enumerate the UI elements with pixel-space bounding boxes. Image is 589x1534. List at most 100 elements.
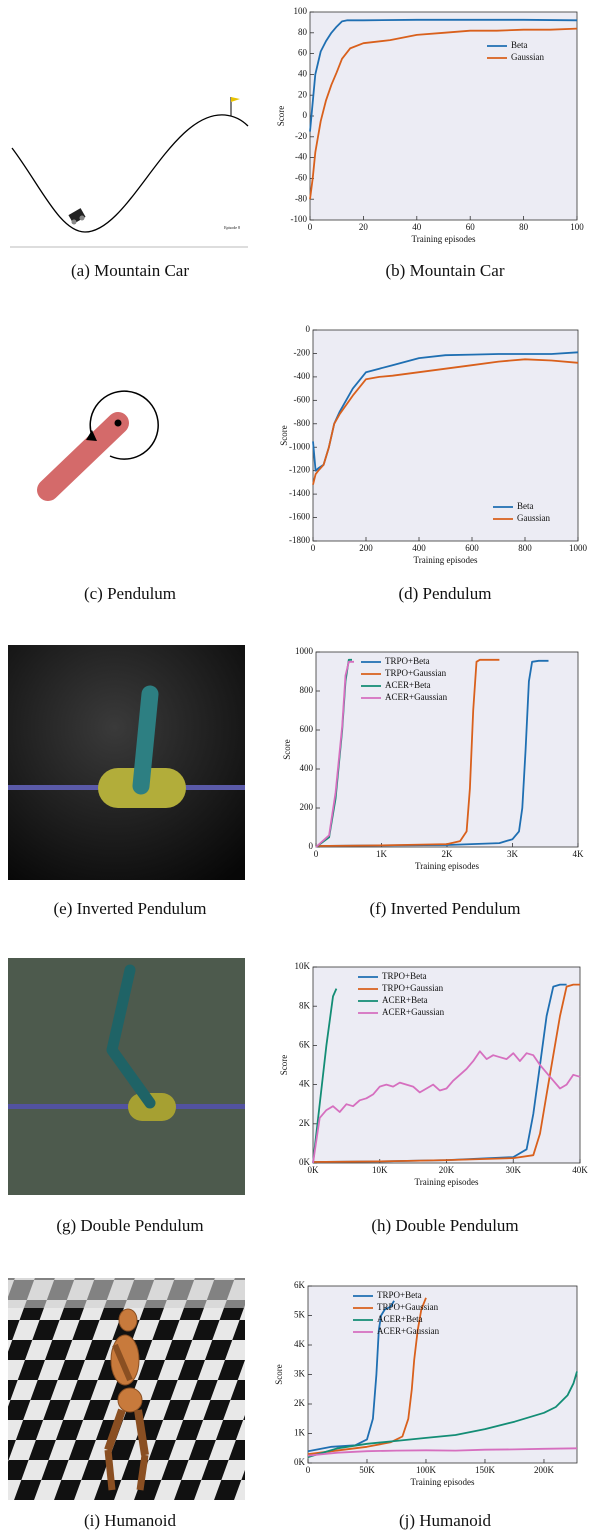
x-tick-label: 100K bbox=[416, 1465, 437, 1475]
x-tick-label: 80 bbox=[519, 222, 529, 232]
y-tick-label: -1800 bbox=[289, 535, 310, 545]
y-axis-label: Score bbox=[279, 425, 289, 446]
x-tick-label: 2K bbox=[442, 849, 454, 859]
plot-area bbox=[316, 652, 578, 847]
y-tick-label: 200 bbox=[300, 802, 314, 812]
x-tick-label: 400 bbox=[412, 543, 426, 553]
double-pendulum-image bbox=[8, 958, 245, 1195]
y-tick-label: 5K bbox=[294, 1310, 306, 1320]
image-text: Episode 8 bbox=[224, 225, 240, 230]
y-tick-label: 6K bbox=[294, 1280, 306, 1290]
x-tick-label: 0 bbox=[311, 543, 316, 553]
y-tick-label: 400 bbox=[300, 763, 314, 773]
y-tick-label: -1600 bbox=[289, 512, 310, 522]
y-axis-label: Score bbox=[279, 1055, 289, 1076]
image-caption: (e) Inverted Pendulum bbox=[54, 899, 207, 918]
y-tick-label: 0K bbox=[299, 1157, 311, 1167]
legend-label: Gaussian bbox=[517, 513, 550, 523]
y-tick-label: 4K bbox=[299, 1079, 311, 1089]
y-tick-label: 3K bbox=[294, 1369, 306, 1379]
x-tick-label: 20K bbox=[439, 1165, 455, 1175]
y-tick-label: 1K bbox=[294, 1428, 306, 1438]
x-tick-label: 600 bbox=[465, 543, 479, 553]
x-axis-label: Training episodes bbox=[414, 555, 478, 565]
y-tick-label: 0 bbox=[306, 324, 311, 334]
x-tick-label: 0 bbox=[308, 222, 313, 232]
y-tick-label: 6K bbox=[299, 1039, 311, 1049]
y-tick-label: -1200 bbox=[289, 465, 310, 475]
y-tick-label: -800 bbox=[294, 418, 311, 428]
y-tick-label: 100 bbox=[294, 6, 308, 16]
plot-area bbox=[310, 12, 577, 220]
legend-label: TRPO+Beta bbox=[377, 1290, 422, 1300]
y-tick-label: -400 bbox=[294, 371, 311, 381]
x-tick-label: 0 bbox=[314, 849, 319, 859]
legend-label: ACER+Gaussian bbox=[385, 692, 448, 702]
y-tick-label: 20 bbox=[298, 89, 308, 99]
x-tick-label: 40 bbox=[412, 222, 422, 232]
y-tick-label: -60 bbox=[295, 172, 307, 182]
y-tick-label: 0K bbox=[294, 1457, 306, 1467]
y-tick-label: 60 bbox=[298, 48, 308, 58]
x-tick-label: 100 bbox=[570, 222, 584, 232]
y-tick-label: 1000 bbox=[295, 646, 314, 656]
y-tick-label: -40 bbox=[295, 152, 307, 162]
y-tick-label: 2K bbox=[299, 1118, 311, 1128]
pendulum-image bbox=[48, 391, 158, 490]
mountain-car-image: Episode 8 bbox=[10, 97, 248, 247]
legend-label: ACER+Beta bbox=[385, 680, 431, 690]
legend-label: TRPO+Gaussian bbox=[382, 983, 444, 993]
x-axis-label: Training episodes bbox=[412, 234, 476, 244]
page: {"images": [ {"caption": "(a) Mountain C… bbox=[0, 0, 589, 1534]
legend-label: ACER+Gaussian bbox=[382, 1007, 445, 1017]
x-tick-label: 800 bbox=[518, 543, 532, 553]
y-axis-label: Score bbox=[282, 739, 292, 760]
legend-label: ACER+Beta bbox=[382, 995, 428, 1005]
y-tick-label: -600 bbox=[294, 394, 311, 404]
x-tick-label: 50K bbox=[359, 1465, 375, 1475]
chart-caption: (h) Double Pendulum bbox=[371, 1216, 518, 1235]
x-tick-label: 200 bbox=[359, 543, 373, 553]
y-tick-label: -1400 bbox=[289, 488, 310, 498]
x-tick-label: 3K bbox=[507, 849, 519, 859]
x-tick-label: 30K bbox=[506, 1165, 522, 1175]
y-tick-label: 8K bbox=[299, 1000, 311, 1010]
x-tick-label: 4K bbox=[573, 849, 585, 859]
x-tick-label: 10K bbox=[372, 1165, 388, 1175]
legend-label: Beta bbox=[517, 501, 534, 511]
legend-label: TRPO+Gaussian bbox=[385, 668, 447, 678]
y-axis-label: Score bbox=[274, 1364, 284, 1385]
x-tick-label: 20 bbox=[359, 222, 369, 232]
x-axis-label: Training episodes bbox=[415, 861, 479, 871]
x-axis-label: Training episodes bbox=[411, 1477, 475, 1487]
legend-label: TRPO+Beta bbox=[382, 971, 427, 981]
y-tick-label: 0 bbox=[303, 110, 308, 120]
x-tick-label: 40K bbox=[572, 1165, 588, 1175]
y-tick-label: 10K bbox=[295, 961, 311, 971]
y-tick-label: 800 bbox=[300, 685, 314, 695]
image-caption: (g) Double Pendulum bbox=[56, 1216, 203, 1235]
plot-area bbox=[313, 330, 578, 541]
y-tick-label: 2K bbox=[294, 1398, 306, 1408]
x-tick-label: 150K bbox=[475, 1465, 496, 1475]
figure: Episode 8 (a) Mountain Car (c) Pendulum … bbox=[0, 0, 589, 1534]
y-tick-label: -80 bbox=[295, 193, 307, 203]
chart-caption: (b) Mountain Car bbox=[386, 261, 505, 280]
y-tick-label: -200 bbox=[294, 348, 311, 358]
image-caption: (a) Mountain Car bbox=[71, 261, 189, 280]
x-axis-label: Training episodes bbox=[415, 1177, 479, 1187]
legend-label: Gaussian bbox=[511, 52, 544, 62]
humanoid-image bbox=[8, 1278, 245, 1500]
chart-caption: (d) Pendulum bbox=[398, 584, 491, 603]
inverted-pendulum-image bbox=[8, 645, 245, 880]
x-tick-label: 60 bbox=[466, 222, 476, 232]
legend-label: TRPO+Beta bbox=[385, 656, 430, 666]
legend-label: ACER+Gaussian bbox=[377, 1326, 440, 1336]
x-tick-label: 1000 bbox=[569, 543, 588, 553]
y-tick-label: -100 bbox=[291, 214, 308, 224]
chart-caption: (f) Inverted Pendulum bbox=[369, 899, 520, 918]
legend-label: Beta bbox=[511, 40, 528, 50]
y-tick-label: 80 bbox=[298, 27, 308, 37]
legend-label: ACER+Beta bbox=[377, 1314, 423, 1324]
y-tick-label: -20 bbox=[295, 131, 307, 141]
